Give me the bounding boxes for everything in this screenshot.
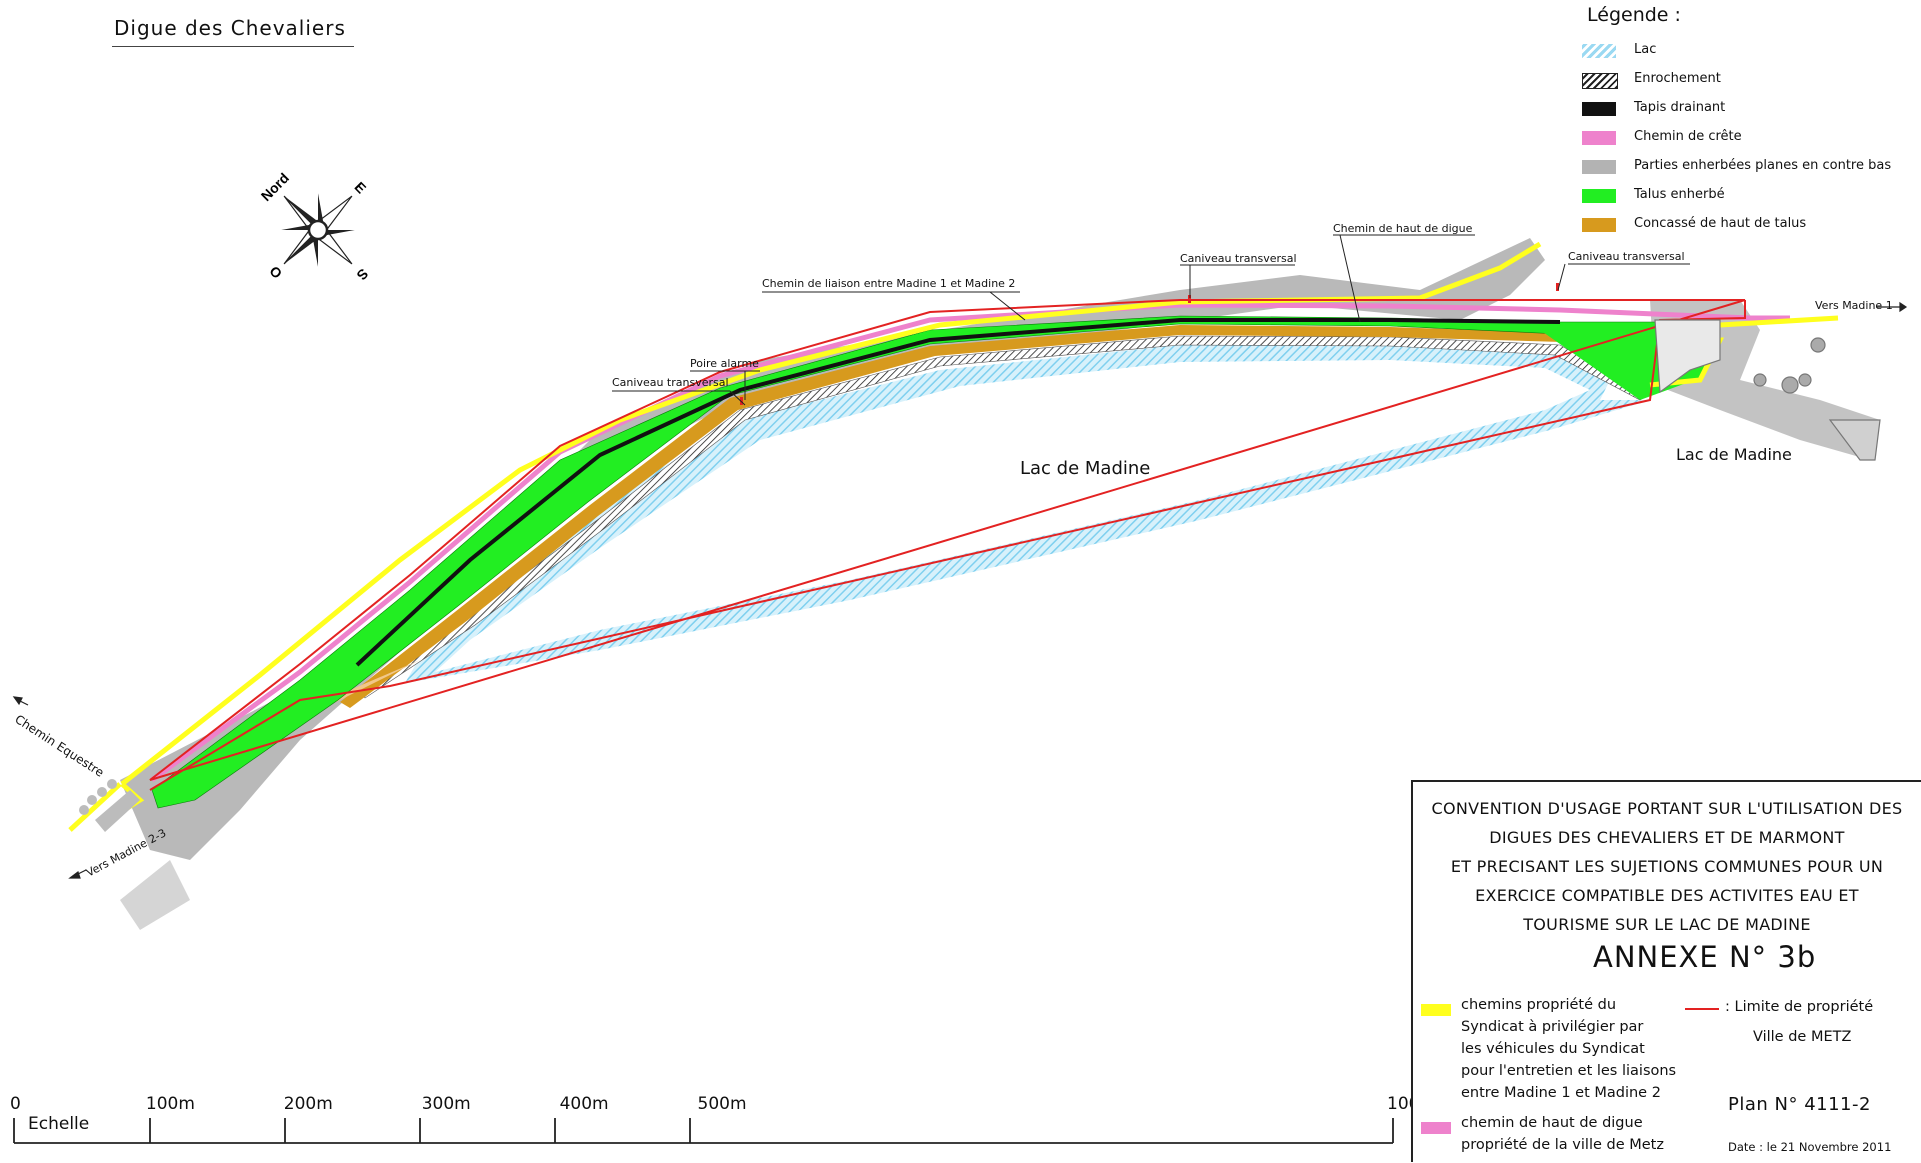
label-lac-right: Lac de Madine	[1676, 445, 1792, 464]
info-box: CONVENTION D'USAGE PORTANT SUR L'UTILISA…	[1411, 780, 1921, 1162]
legend-swatch	[1582, 218, 1616, 232]
legend-swatch	[1582, 131, 1616, 145]
legend-item: Tapis drainant	[1572, 96, 1917, 125]
parking-area	[1654, 319, 1881, 461]
plan-date: Date : le 21 Novembre 2011	[1728, 1140, 1892, 1154]
key-yellow-swatch	[1421, 1004, 1451, 1016]
key-line: Syndicat à privilégier par	[1461, 1019, 1644, 1035]
label-vers-madine1: Vers Madine 1	[1815, 299, 1893, 312]
legend-swatch	[1582, 73, 1618, 89]
key-line: les véhicules du Syndicat	[1461, 1041, 1645, 1057]
legend-item: Lac	[1572, 38, 1917, 67]
key-pink-swatch	[1421, 1122, 1451, 1134]
key-line: chemin de haut de digue	[1461, 1115, 1643, 1131]
label-caniveau-2: Caniveau transversal	[1180, 252, 1297, 265]
legend-swatch	[1582, 102, 1616, 116]
legend-label: Chemin de crête	[1634, 129, 1742, 144]
left-parking	[79, 779, 140, 832]
convention-line: TOURISME SUR LE LAC DE MADINE	[1523, 915, 1811, 934]
legend-swatch	[1582, 44, 1616, 58]
key-red-text-2: Ville de METZ	[1753, 1029, 1852, 1045]
legend-item: Enrochement	[1572, 67, 1917, 96]
label-caniveau-1: Caniveau transversal	[612, 376, 729, 389]
key-line: chemins propriété du	[1461, 997, 1617, 1013]
legend-item: Concassé de haut de talus	[1572, 212, 1917, 241]
legend-label: Talus enherbé	[1634, 187, 1725, 202]
legend-swatch	[1582, 189, 1616, 203]
key-line: pour l'entretien et les liaisons	[1461, 1063, 1677, 1079]
legend-item: Parties enherbées planes en contre bas	[1572, 154, 1917, 183]
convention-line: ET PRECISANT LES SUJETIONS COMMUNES POUR…	[1450, 857, 1884, 876]
key-red-line	[1685, 1008, 1719, 1010]
canal-markers	[740, 283, 1559, 405]
key-yellow-text: chemins propriété du Syndicat à privilégi…	[1461, 994, 1676, 1104]
legend-label: Lac	[1634, 42, 1657, 57]
plan-number: Plan N° 4111-2	[1728, 1094, 1871, 1115]
annexe-title: ANNEXE N° 3b	[1593, 940, 1817, 974]
legend-item: Talus enherbé	[1572, 183, 1917, 212]
legend: Légende : Lac Enrochement Tapis drainant Ch…	[1572, 4, 1917, 241]
label-chemin-liaison: Chemin de liaison entre Madine 1 et Madi…	[762, 277, 1016, 290]
convention-line: CONVENTION D'USAGE PORTANT SUR L'UTILISA…	[1431, 799, 1903, 818]
scale-tick-label: 0	[10, 1094, 21, 1114]
convention-line: EXERCICE COMPATIBLE DES ACTIVITES EAU ET	[1475, 886, 1859, 905]
scale-tick-label: 300m	[421, 1094, 471, 1114]
compass-east: E	[351, 179, 369, 197]
label-chemin-haut: Chemin de haut de digue	[1333, 222, 1473, 235]
label-caniveau-3: Caniveau transversal	[1568, 250, 1685, 263]
key-red-text: : Limite de propriété	[1725, 999, 1874, 1015]
compass-west: O	[266, 263, 285, 282]
concasse-band	[340, 325, 1562, 708]
scale-tick-label: 500m	[697, 1094, 747, 1114]
convention-line: DIGUES DES CHEVALIERS ET DE MARMONT	[1489, 828, 1845, 847]
scale-caption: Echelle	[28, 1114, 90, 1134]
convention-text: CONVENTION D'USAGE PORTANT SUR L'UTILISA…	[1413, 794, 1921, 939]
chemin-de-crete	[150, 302, 1790, 783]
scale-bar	[13, 1118, 1394, 1144]
tapis-drainant	[355, 318, 1561, 667]
scale-tick-label: 100m	[145, 1094, 195, 1114]
legend-item: Chemin de crête	[1572, 125, 1917, 154]
legend-swatch	[1582, 160, 1616, 174]
scale-tick-label: 200m	[283, 1094, 333, 1114]
direction-arrows	[12, 301, 1908, 879]
legend-label: Tapis drainant	[1634, 100, 1726, 115]
key-line: propriété de la ville de Metz	[1461, 1137, 1664, 1153]
label-lac-main: Lac de Madine	[1020, 458, 1151, 479]
compass-rose: Nord E S O	[258, 170, 372, 284]
key-pink-text: chemin de haut de digue propriété de la v…	[1461, 1112, 1664, 1156]
limite-propriete	[149, 299, 1746, 791]
callout-lines	[612, 234, 1690, 406]
talus-lower	[152, 740, 250, 800]
legend-title: Légende :	[1587, 4, 1681, 26]
map-title: Digue des Chevaliers	[112, 16, 354, 47]
scale-tick-label: 400m	[559, 1094, 609, 1114]
lake-interior	[435, 360, 1590, 672]
chemin-syndicat	[120, 241, 1542, 786]
legend-label: Concassé de haut de talus	[1634, 216, 1807, 231]
compass-south: S	[354, 266, 372, 284]
key-line: entre Madine 1 et Madine 2	[1461, 1085, 1661, 1101]
label-poire-alarme: Poire alarme	[690, 357, 759, 370]
legend-label: Parties enherbées planes en contre bas	[1634, 158, 1892, 173]
legend-label: Enrochement	[1634, 71, 1721, 86]
